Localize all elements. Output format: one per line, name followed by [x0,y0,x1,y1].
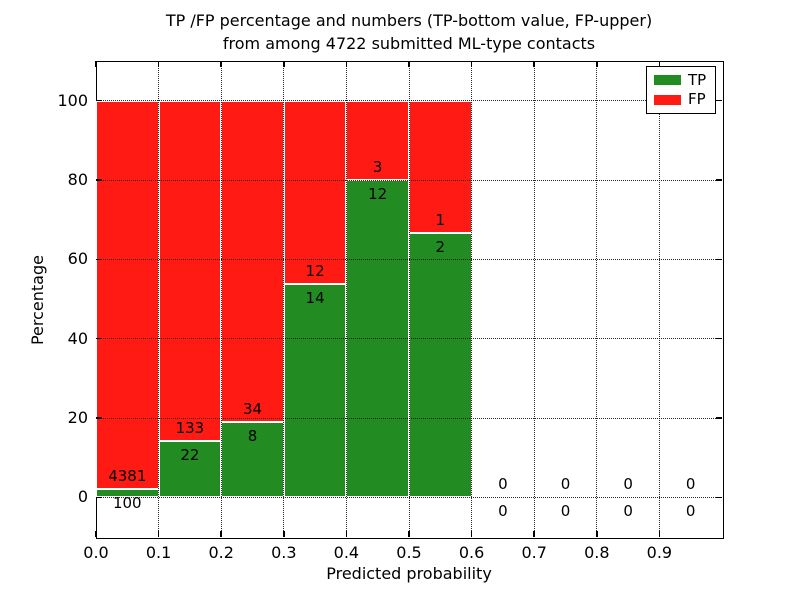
legend-label: TP [688,70,707,89]
fp-swatch-icon [654,94,681,105]
y-tick-mark-left [96,417,102,419]
x-tick-mark-bottom [658,531,661,537]
x-tick-mark-bottom [283,531,285,537]
x-tick-mark-bottom [95,531,97,537]
x-tick-label: 0.7 [521,543,547,562]
y-tick-label: 40 [67,328,88,348]
gridline-vertical [158,61,160,537]
y-tick-mark-right [716,179,722,181]
y-tick-label: 20 [67,408,88,427]
x-tick-label: 0.3 [271,543,297,562]
y-tick-mark-left [96,496,102,499]
y-tick-mark-right [716,417,722,419]
annotation-fp-count: 12 [305,261,325,280]
x-tick-mark-bottom [157,531,160,537]
annotation-tp-count: 0 [685,502,696,521]
y-tick-mark-right [716,337,722,340]
annotation-fp-count: 0 [560,475,571,494]
bar-segment-tp [283,283,347,498]
annotation-fp-count: 34 [242,399,263,418]
gridline-vertical [283,61,285,537]
x-tick-mark-bottom [533,531,535,537]
legend-item-fp: FP [647,92,715,107]
annotation-tp-count: 14 [305,288,325,307]
y-tick-label: 80 [67,170,88,189]
annotation-tp-count: 0 [623,502,633,521]
x-tick-mark-top [533,61,535,67]
x-tick-label: 0.4 [333,543,360,562]
x-tick-label: 0.5 [396,543,422,562]
annotation-fp-count: 133 [175,419,205,437]
x-tick-mark-top [658,61,661,67]
x-tick-label: 0.2 [208,543,234,562]
gridline-vertical [345,61,347,537]
annotation-tp-count: 0 [498,502,508,521]
x-tick-mark-top [408,61,410,67]
x-tick-mark-top [283,61,285,67]
annotation-tp-count: 12 [368,185,388,203]
gridline-vertical [408,61,410,537]
bar-segment-tp [409,232,472,498]
y-tick-mark-left [96,179,102,181]
annotation-fp-count: 3 [372,158,383,176]
x-tick-label: 0.0 [83,543,109,562]
legend: TP FP [646,66,716,114]
y-tick-label: 100 [57,90,88,110]
annotation-fp-count: 0 [498,475,508,494]
gridline-vertical [220,61,222,537]
x-tick-label: 0.8 [584,543,610,562]
y-tick-mark-left [96,99,102,102]
annotation-tp-count: 22 [180,446,200,464]
y-tick-mark-left [96,258,102,261]
y-tick-mark-right [716,496,722,499]
x-tick-mark-top [95,61,97,67]
bar-segment-fp [409,100,472,233]
tp-swatch-icon [654,75,681,86]
bar-segment-tp [221,421,284,498]
x-tick-mark-top [596,61,598,67]
y-tick-mark-right [716,99,722,102]
annotation-fp-count: 0 [685,475,696,494]
x-tick-mark-bottom [470,531,473,537]
y-axis-label: Percentage [28,255,47,346]
y-tick-mark-right [716,258,722,261]
x-tick-label: 0.9 [646,543,673,562]
annotation-fp-count: 0 [623,475,633,494]
x-tick-mark-top [470,61,473,67]
gridline-vertical [471,61,473,537]
x-tick-mark-bottom [220,531,222,537]
x-axis-label: Predicted probability [326,564,492,583]
x-tick-mark-top [345,61,348,67]
annotation-fp-count: 4381 [108,466,147,485]
chart-title-line1: TP /FP percentage and numbers (TP-bottom… [165,11,653,30]
gridline-vertical [533,61,535,537]
x-tick-mark-top [157,61,160,67]
x-tick-label: 0.6 [458,543,485,562]
x-tick-mark-bottom [408,531,410,537]
bar-segment-fp [283,100,347,284]
legend-item-tp: TP [647,70,715,89]
chart-title-line2: from among 4722 submitted ML-type contac… [222,34,596,53]
annotation-tp-count: 2 [435,237,446,256]
x-tick-label: 0.1 [145,543,172,562]
annotation-tp-count: 0 [560,502,571,521]
x-tick-mark-bottom [345,531,348,537]
gridline-vertical [658,61,660,537]
legend-label: FP [688,90,706,109]
y-tick-label: 60 [67,249,88,269]
bar-segment-fp [96,100,159,489]
y-tick-label: 0 [77,487,88,507]
annotation-tp-count: 8 [247,426,258,445]
gridline-vertical [596,61,598,537]
x-tick-mark-bottom [596,531,598,537]
bar-segment-fp [221,100,284,422]
bar-segment-fp [158,100,222,441]
annotation-tp-count: 100 [112,493,142,512]
annotation-fp-count: 1 [435,210,446,229]
y-tick-mark-left [96,337,102,340]
x-tick-mark-top [220,61,222,67]
